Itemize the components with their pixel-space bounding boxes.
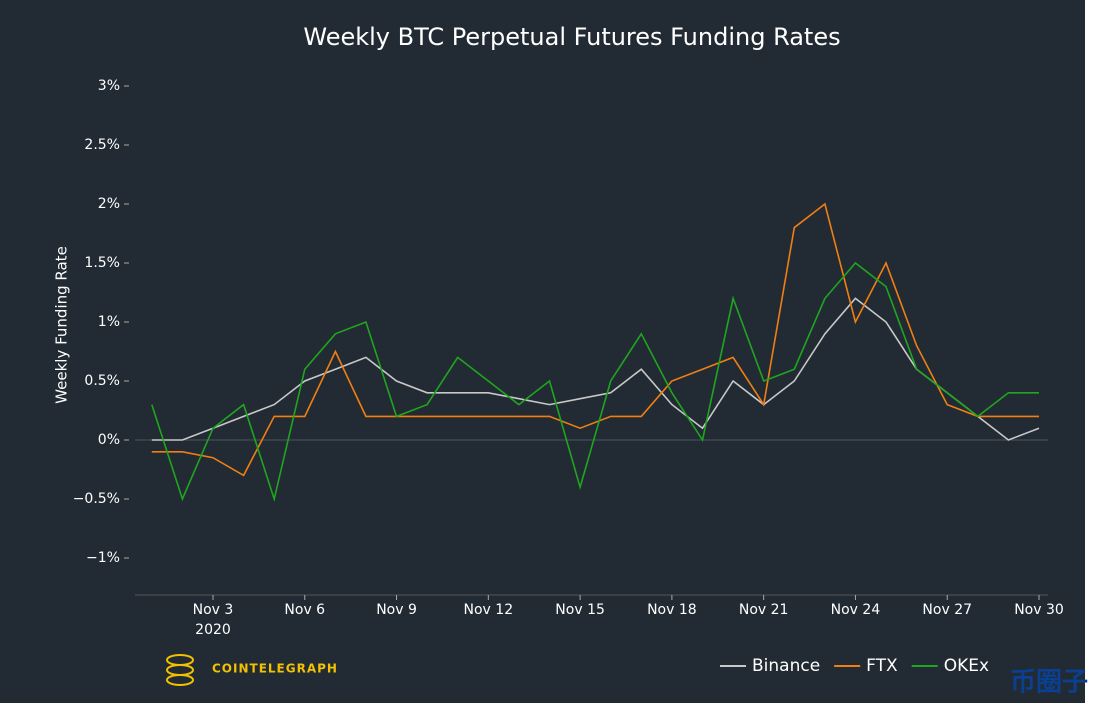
y-tick-label: −1% — [86, 550, 120, 566]
x-tick-label: Nov 9 — [376, 602, 417, 618]
legend-label: OKEx — [944, 656, 989, 676]
y-tick-label: −0.5% — [73, 491, 120, 507]
background — [0, 0, 1085, 703]
x-tick-label: Nov 3 — [193, 602, 234, 618]
logo-icon — [166, 674, 194, 686]
y-tick-label: 2.5% — [84, 137, 120, 153]
x-tick-label: Nov 6 — [284, 602, 325, 618]
chart-title: Weekly BTC Perpetual Futures Funding Rat… — [303, 23, 840, 51]
x-tick-label: Nov 15 — [555, 602, 605, 618]
x-tick-label: Nov 12 — [464, 602, 514, 618]
watermark: 币圈子 — [1010, 668, 1088, 698]
logo: COINTELEGRAPH — [166, 654, 338, 686]
legend-label: Binance — [752, 656, 820, 676]
x-tick-label: Nov 27 — [922, 602, 972, 618]
logo-text: COINTELEGRAPH — [212, 662, 338, 676]
y-axis-label: Weekly Funding Rate — [53, 246, 71, 404]
series-line — [151, 297, 1040, 441]
x-tick-label: Nov 30 — [1014, 602, 1064, 618]
y-tick-label: 3% — [98, 78, 120, 94]
y-tick-label: 1% — [98, 314, 120, 330]
legend-label: FTX — [866, 656, 898, 676]
x-tick-label: Nov 21 — [739, 602, 789, 618]
x-tick-label: Nov 18 — [647, 602, 697, 618]
x-tick-label: Nov 24 — [831, 602, 881, 618]
y-tick-label: 1.5% — [84, 255, 120, 271]
y-tick-label: 0% — [98, 432, 120, 448]
series-line — [151, 261, 1039, 502]
y-tick-label: 2% — [98, 196, 120, 212]
x-year-label: 2020 — [195, 622, 231, 638]
y-tick-label: 0.5% — [84, 373, 120, 389]
series-line — [151, 202, 1039, 477]
